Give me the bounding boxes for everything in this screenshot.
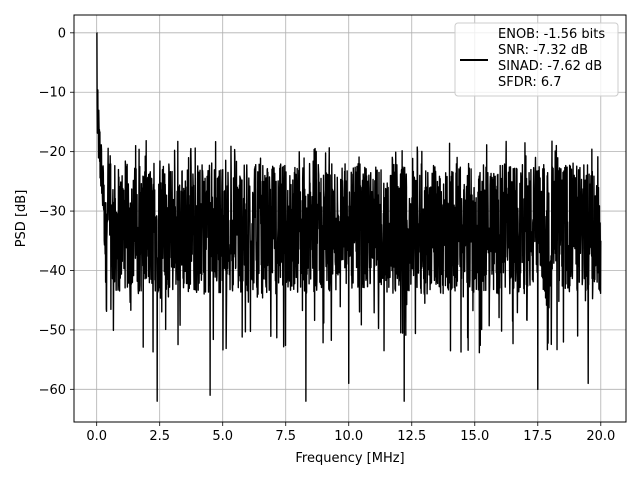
plot-frame (73, 14, 627, 423)
x-tick-label: 0.0 (86, 429, 107, 444)
legend: ENOB: -1.56 bits SNR: -7.32 dB SINAD: -7… (454, 22, 619, 97)
legend-entry-snr: SNR: -7.32 dB (498, 43, 588, 58)
x-axis-label: Frequency [MHz] (295, 451, 404, 466)
x-tick-label: 20.0 (586, 429, 615, 444)
legend-entry-enob: ENOB: -1.56 bits (498, 27, 605, 42)
x-tick-label: 10.0 (334, 429, 363, 444)
y-tick-label: −40 (39, 264, 66, 279)
legend-entry-sfdr: SFDR: 6.7 (498, 75, 562, 90)
x-tick-label: 7.5 (275, 429, 296, 444)
y-axis-label: PSD [dB] (14, 190, 29, 248)
y-tick-label: −20 (39, 145, 66, 160)
x-tick-label: 17.5 (523, 429, 552, 444)
psd-series-line (96, 32, 602, 402)
x-tick-label: 5.0 (212, 429, 233, 444)
y-tick-label: −60 (39, 383, 66, 398)
y-tick-label: −10 (39, 86, 66, 101)
x-tick-label: 12.5 (397, 429, 426, 444)
y-tick-label: 0 (58, 26, 66, 41)
series-layer (96, 32, 602, 402)
legend-box (454, 22, 619, 97)
ticks: 0.0 2.5 5.0 7.5 10.0 12.5 15.0 17.5 20.0 0 −10 −20 −… (39, 26, 616, 444)
legend-entry-sinad: SINAD: -7.62 dB (498, 59, 602, 74)
x-tick-label: 2.5 (149, 429, 170, 444)
y-tick-label: −50 (39, 323, 66, 338)
y-tick-label: −30 (39, 205, 66, 220)
x-tick-label: 15.0 (460, 429, 489, 444)
